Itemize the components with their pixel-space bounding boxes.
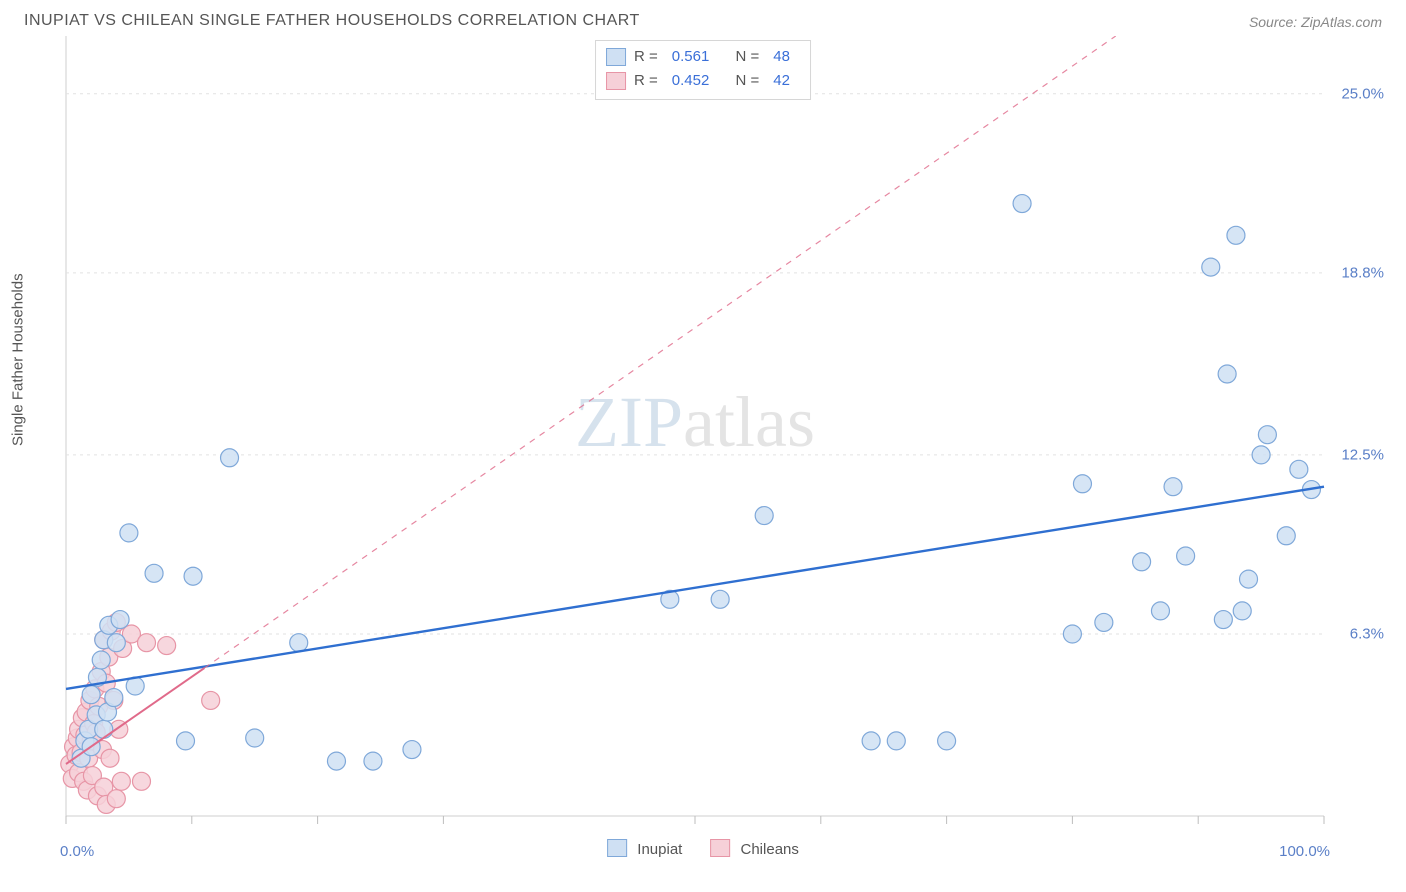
r-label: R = — [634, 69, 658, 93]
r-value: 0.561 — [672, 45, 710, 69]
y-tick-label: 6.3% — [1350, 626, 1384, 643]
r-label: R = — [634, 45, 658, 69]
n-value: 42 — [773, 69, 790, 93]
svg-text:ZIPatlas: ZIPatlas — [575, 382, 815, 462]
legend-item-inupiat: Inupiat — [607, 839, 682, 858]
swatch-inupiat — [606, 48, 626, 66]
legend-label: Inupiat — [637, 841, 682, 858]
swatch-chileans — [710, 839, 730, 857]
source-attribution: Source: ZipAtlas.com — [1249, 14, 1382, 30]
stats-legend: R = 0.561 N = 48 R = 0.452 N = 42 — [595, 40, 811, 100]
x-tick-label: 0.0% — [60, 843, 94, 860]
y-tick-label: 12.5% — [1341, 446, 1384, 463]
stats-row-inupiat: R = 0.561 N = 48 — [606, 45, 796, 69]
chart-title: INUPIAT VS CHILEAN SINGLE FATHER HOUSEHO… — [24, 12, 640, 30]
scatter-chart: ZIPatlas — [24, 36, 1382, 856]
x-tick-label: 100.0% — [1279, 843, 1330, 860]
swatch-chileans — [606, 72, 626, 90]
series-legend: Inupiat Chileans — [607, 839, 799, 858]
swatch-inupiat — [607, 839, 627, 857]
r-value: 0.452 — [672, 69, 710, 93]
stats-row-chileans: R = 0.452 N = 42 — [606, 69, 796, 93]
legend-item-chileans: Chileans — [710, 839, 799, 858]
y-tick-label: 25.0% — [1341, 85, 1384, 102]
chart-container: ZIPatlas Single Father Households R = 0.… — [24, 36, 1382, 856]
n-value: 48 — [773, 45, 790, 69]
y-tick-label: 18.8% — [1341, 264, 1384, 281]
y-axis-label: Single Father Households — [10, 273, 27, 446]
header: INUPIAT VS CHILEAN SINGLE FATHER HOUSEHO… — [0, 0, 1406, 36]
n-label: N = — [736, 45, 760, 69]
n-label: N = — [736, 69, 760, 93]
legend-label: Chileans — [741, 841, 799, 858]
